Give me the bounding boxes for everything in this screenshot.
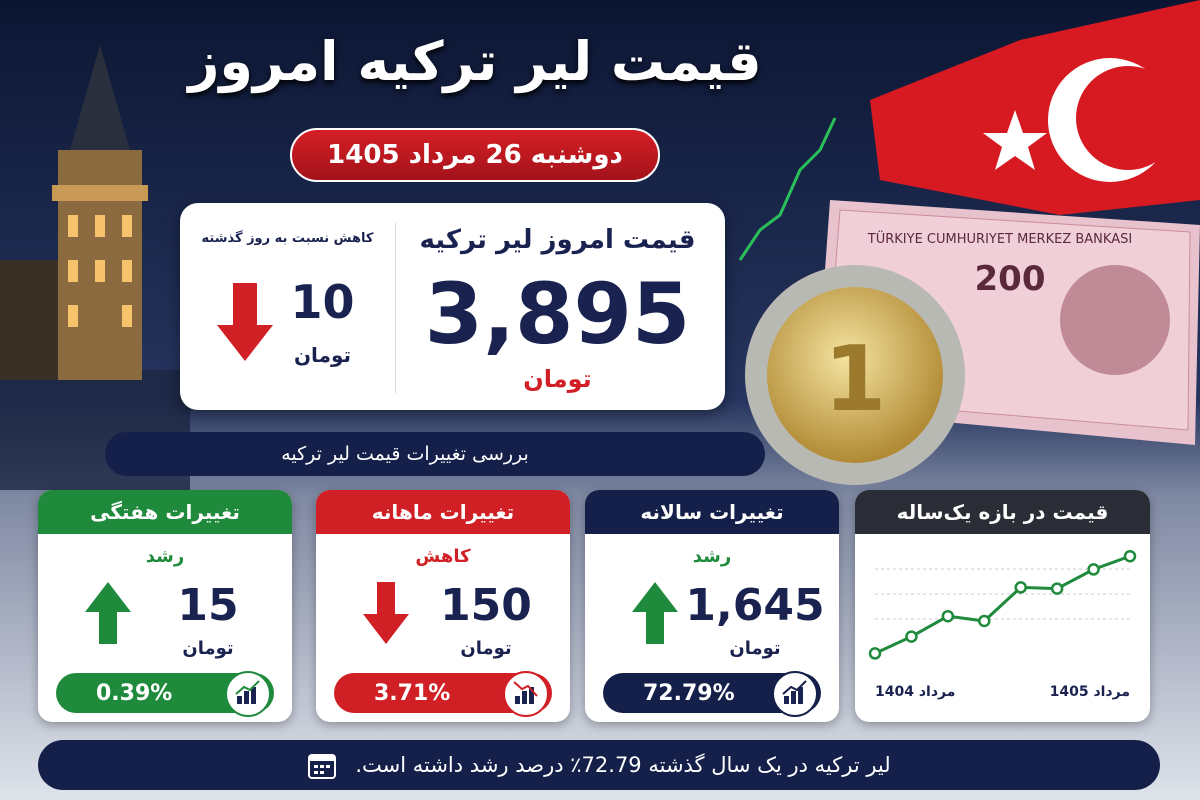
down-arrow: [217, 283, 273, 361]
calendar-icon: [308, 754, 337, 779]
chart: مرداد 1404 مرداد 1405: [868, 549, 1137, 700]
change-card: تغییرات ماهانه کاهش 150 تومان 3.71%: [316, 490, 570, 722]
price-point: [905, 630, 918, 643]
chart-card: قیمت در بازه یک‌ساله مرداد 1404 مرداد 140…: [855, 490, 1150, 722]
icon-bar: [529, 687, 534, 704]
card-title: تغییرات ماهانه: [316, 490, 570, 534]
card-unit: تومان: [182, 638, 234, 659]
price-card: قیمت امروز لیر ترکیه 3,895 تومان کاهش نس…: [180, 203, 725, 410]
chart-icon: [772, 671, 818, 717]
price-point: [978, 614, 991, 628]
card-direction: رشد: [692, 546, 732, 567]
icon-bar: [237, 696, 242, 704]
icon-bar: [515, 696, 520, 704]
date: دوشنبه 26 مرداد 1405: [290, 128, 660, 182]
price: 3,895: [424, 265, 691, 363]
end-label: مرداد 1405: [1050, 684, 1130, 700]
card-value: 150: [440, 580, 532, 631]
icon-bar: [244, 691, 249, 704]
daily-value: 10: [290, 275, 355, 329]
card-arrow: [632, 582, 678, 644]
price-point: [1123, 549, 1137, 563]
card-arrow: [363, 582, 409, 644]
title: قیمت لیر ترکیه امروز: [188, 30, 762, 93]
card-value: 1,645: [685, 580, 825, 631]
icon-bar: [784, 696, 789, 704]
card-value: 15: [177, 580, 239, 631]
change-card: تغییرات سالانه رشد 1,645 تومان 72.79%: [585, 490, 839, 722]
card-unit: تومان: [729, 638, 781, 659]
card-unit: تومان: [460, 638, 512, 659]
price-point: [941, 609, 955, 623]
price-line: [874, 554, 1131, 655]
icon-line: [235, 680, 260, 695]
card-title: تغییرات سالانه: [585, 490, 839, 534]
price-label: قیمت امروز لیر ترکیه: [419, 225, 696, 255]
icon-bar: [791, 691, 796, 704]
change-card: تغییرات هفتگی رشد 15 تومان 0.39%: [38, 490, 292, 722]
icon-bar: [251, 687, 256, 704]
daily-label: کاهش نسبت به روز گذشته: [201, 231, 374, 246]
note-text: TÜRKIYE CUMHURIYET MERKEZ BANKASI: [867, 230, 1132, 247]
note-text: 200: [975, 259, 1046, 299]
footer-text: لیر ترکیه در یک سال گذشته 72.79٪ درصد رش…: [355, 753, 891, 777]
price-unit: تومان: [523, 365, 592, 393]
card-direction: کاهش: [415, 546, 471, 567]
arrow-shape: [632, 582, 678, 644]
icon-line: [782, 680, 807, 695]
chart-icon: [503, 671, 549, 717]
daily-unit: تومان: [293, 343, 351, 367]
icon-bar: [798, 687, 803, 704]
chart-title: قیمت در بازه یک‌ساله: [855, 490, 1150, 534]
footer: لیر ترکیه در یک سال گذشته 72.79٪ درصد رش…: [38, 740, 1160, 790]
card-arrow: [85, 582, 131, 644]
price-point: [1050, 582, 1064, 595]
price-point: [1014, 581, 1027, 594]
card-title: تغییرات هفتگی: [38, 490, 292, 534]
icon-line: [513, 681, 538, 697]
price-point: [1087, 563, 1100, 576]
start-label: مرداد 1404: [875, 684, 955, 700]
divider: [395, 223, 396, 393]
chart-icon: [225, 671, 271, 717]
icon-bar: [522, 691, 527, 704]
price-point: [868, 647, 882, 660]
coin-text: 1: [824, 327, 887, 432]
banner: بررسی تغییرات قیمت لیر ترکیه: [105, 432, 765, 476]
arrow-shape: [85, 582, 131, 644]
card-direction: رشد: [145, 546, 185, 567]
arrow-shape: [363, 582, 409, 644]
